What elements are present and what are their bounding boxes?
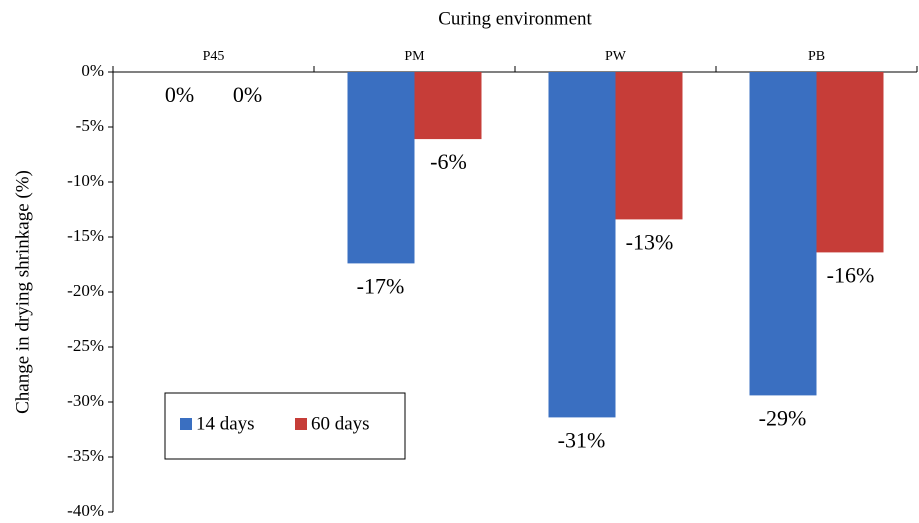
bar xyxy=(347,72,415,264)
x-tick-label: PM xyxy=(404,49,425,64)
legend-label: 14 days xyxy=(196,413,255,434)
x-tick-label: P45 xyxy=(203,49,225,64)
bar xyxy=(414,72,482,140)
y-tick-label: -30% xyxy=(67,391,104,410)
data-label: -16% xyxy=(827,262,875,287)
bar xyxy=(548,72,616,418)
bar xyxy=(615,72,683,220)
data-label: -13% xyxy=(626,229,674,254)
bar xyxy=(749,72,817,396)
x-tick-label: PW xyxy=(605,49,627,64)
data-label: -29% xyxy=(759,405,807,430)
y-tick-label: -10% xyxy=(67,171,104,190)
x-tick-label: PB xyxy=(808,49,825,64)
y-tick-label: 0% xyxy=(81,61,104,80)
y-tick-label: -5% xyxy=(76,116,104,135)
data-label: 0% xyxy=(165,82,194,107)
legend-label: 60 days xyxy=(311,413,370,434)
y-tick-label: -25% xyxy=(67,336,104,355)
y-tick-label: -20% xyxy=(67,281,104,300)
legend-box xyxy=(164,392,406,460)
legend-swatch xyxy=(180,418,192,430)
y-tick-label: -15% xyxy=(67,226,104,245)
data-label: 0% xyxy=(233,82,262,107)
data-label: -6% xyxy=(430,149,467,174)
bar xyxy=(816,72,884,253)
y-tick-label: -35% xyxy=(67,446,104,465)
x-axis-title: Curing environment xyxy=(438,8,592,29)
data-label: -31% xyxy=(558,427,606,452)
data-label: -17% xyxy=(357,273,405,298)
y-axis-title: Change in drying shrinkage (%) xyxy=(12,170,33,414)
y-tick-label: -40% xyxy=(67,501,104,520)
legend-swatch xyxy=(295,418,307,430)
